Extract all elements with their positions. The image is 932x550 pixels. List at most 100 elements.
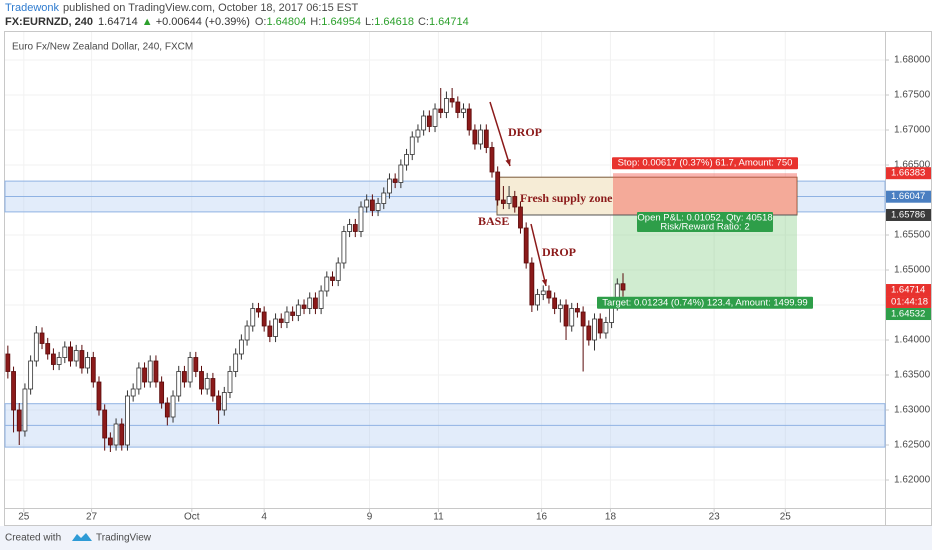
candle-body	[512, 196, 518, 208]
candle-body	[580, 311, 586, 327]
x-tick-label: 18	[605, 512, 617, 523]
candle-body	[39, 332, 45, 344]
candle-body	[278, 318, 284, 323]
candle-body	[432, 108, 438, 127]
arrow	[489, 101, 511, 167]
candle-body	[421, 115, 427, 131]
candle-body	[85, 357, 90, 369]
header-line: Tradewonk published on TradingView.com, O…	[5, 2, 358, 14]
candle-body	[455, 101, 461, 113]
candle-body	[381, 192, 387, 204]
candle-body	[318, 290, 324, 309]
candle-body	[375, 203, 381, 211]
pnl-label-box	[637, 211, 773, 232]
candle-body	[404, 154, 409, 166]
ohlc-label: L:	[365, 16, 374, 28]
ohlc-label: H:	[310, 16, 321, 28]
candle-body	[415, 129, 421, 138]
candle-body	[506, 196, 512, 204]
candle-body	[28, 360, 34, 390]
footer-brand[interactable]: TradingView	[96, 533, 152, 544]
candle-body	[529, 262, 535, 306]
author[interactable]: Tradewonk	[5, 2, 60, 14]
x-tick-label: 9	[367, 512, 373, 523]
candle-body	[233, 353, 239, 372]
candle-body	[33, 332, 39, 362]
y-tick-label: 1.63000	[894, 405, 931, 416]
candle-body	[193, 357, 199, 372]
candle-body	[341, 231, 347, 264]
up-arrow: ▲	[142, 16, 153, 28]
x-tick-label: 25	[18, 512, 30, 523]
candle-body	[472, 129, 478, 145]
candle-body	[159, 381, 165, 404]
candle-body	[227, 371, 233, 393]
candle-body	[238, 339, 244, 355]
candle-body	[557, 304, 563, 309]
ohlc-value: 1.64804	[267, 16, 307, 28]
x-tick-label: Oct	[184, 512, 200, 523]
candle-body	[216, 395, 221, 411]
candle-body	[575, 308, 580, 313]
symbol: FX:EURNZD, 240	[5, 16, 93, 28]
candle-body	[301, 304, 307, 309]
candle-body	[267, 325, 273, 337]
candles	[5, 88, 626, 452]
ohlc-label: O:	[255, 16, 267, 28]
candle-body	[250, 308, 256, 327]
y-tick-label: 1.68000	[894, 55, 931, 66]
target-label: Target: 0.01234 (0.74%) 123.4, Amount: 1…	[602, 297, 807, 308]
y-tick-label: 1.62000	[894, 475, 931, 486]
candle-body	[68, 346, 73, 362]
x-tick-label: 27	[86, 512, 98, 523]
price-tag-label: 01:44:18	[891, 297, 928, 308]
candle-body	[284, 311, 290, 323]
candle-body	[620, 283, 626, 291]
price-tag-label: 1.66047	[891, 191, 925, 202]
candle-body	[398, 164, 404, 183]
price-tag	[886, 208, 931, 221]
candle-body	[187, 357, 193, 383]
candle-body	[426, 115, 432, 127]
candle-body	[199, 371, 204, 390]
candle-body	[51, 353, 56, 365]
candle-body	[466, 108, 472, 131]
ohlc-value: 1.64618	[374, 16, 414, 28]
y-tick-label: 1.65500	[894, 230, 931, 241]
candle-body	[147, 360, 153, 383]
candle-body	[518, 206, 523, 229]
candle-body	[500, 199, 506, 204]
candle-body	[164, 402, 170, 418]
change: +0.00644 (+0.39%)	[156, 16, 250, 28]
y-tick-label: 1.67000	[894, 125, 931, 136]
candle-body	[102, 409, 108, 439]
candle-body	[73, 350, 79, 362]
price-tag	[886, 284, 931, 297]
candle-body	[244, 325, 250, 341]
candle-body	[586, 325, 592, 341]
price-tag	[886, 308, 931, 321]
candle-body	[569, 308, 575, 327]
candle-body	[461, 108, 466, 113]
candle-body	[256, 308, 261, 313]
candle-body	[210, 378, 216, 397]
candle-body	[130, 388, 136, 397]
candle-body	[62, 346, 68, 358]
candle-body	[142, 367, 147, 383]
candle-body	[392, 178, 398, 183]
y-tick-label: 1.64000	[894, 335, 931, 346]
candle-body	[444, 98, 449, 113]
candle-body	[90, 357, 96, 383]
candle-body	[449, 98, 455, 103]
annotation: DROP	[542, 245, 576, 259]
candle-body	[369, 199, 375, 211]
candle-body	[387, 178, 392, 194]
footer-bar	[0, 526, 932, 550]
logo	[72, 533, 92, 541]
candle-body	[592, 318, 597, 341]
candle-body	[335, 262, 341, 281]
y-tick-label: 1.62500	[894, 440, 931, 451]
candle-body	[540, 290, 546, 295]
y-tick-label: 1.67500	[894, 90, 931, 101]
